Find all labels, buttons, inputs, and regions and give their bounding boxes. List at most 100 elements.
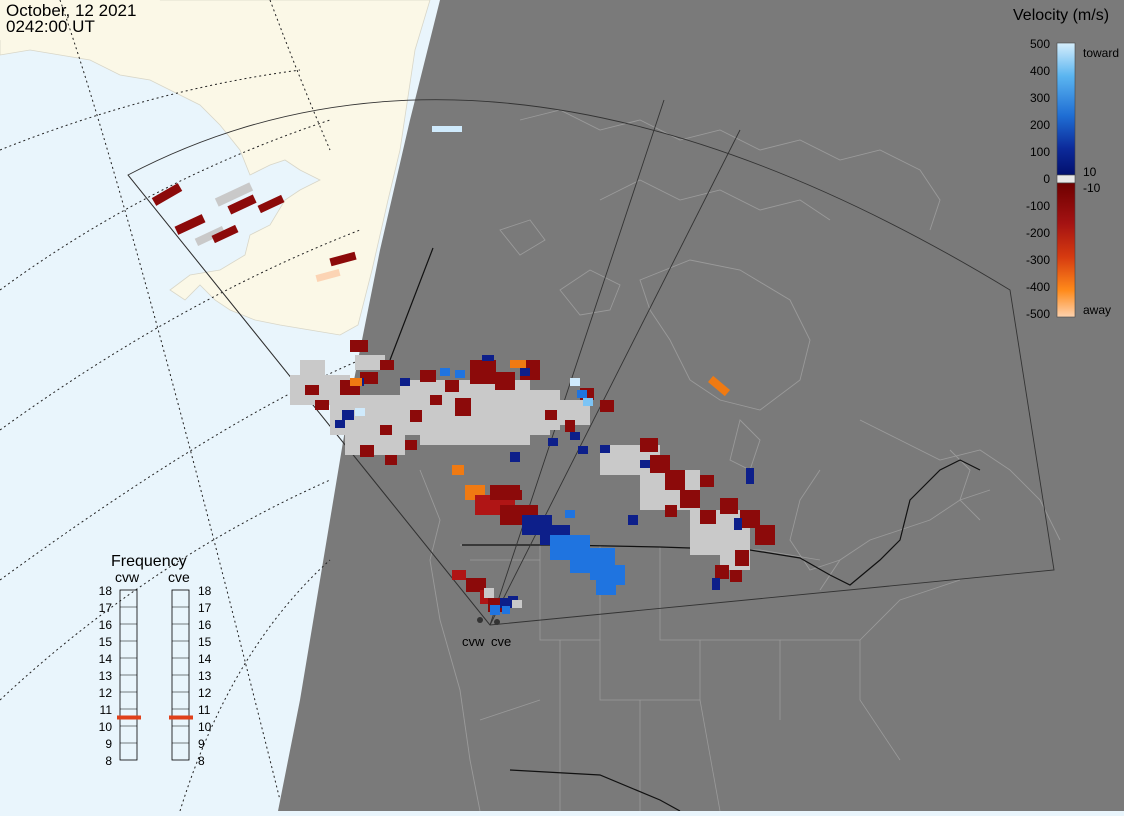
frequency-scale-label: 16 (99, 618, 113, 632)
scatter-cell (445, 380, 459, 392)
colorbar-tick-label: -200 (1026, 226, 1050, 240)
radar-label-cvw: cvw (462, 634, 485, 649)
frequency-scale-label: 13 (198, 669, 212, 683)
colorbar-tick-label: 300 (1030, 91, 1050, 105)
frequency-radar-cve: cve (168, 569, 190, 585)
scatter-cell (700, 510, 716, 524)
scatter-cell (715, 565, 729, 579)
colorbar-tick-label: 400 (1030, 64, 1050, 78)
scatter-cell (329, 251, 357, 267)
colorbar-tick-label: 0 (1043, 172, 1050, 186)
scatter-cell (315, 400, 329, 410)
scatter-cell (335, 420, 345, 428)
colorbar-tick-label: 500 (1030, 37, 1050, 51)
scatter-cell (548, 438, 558, 446)
colorbar-tick-label: -400 (1026, 280, 1050, 294)
scatter-cell (385, 455, 397, 465)
frequency-marker-cvw (117, 715, 141, 720)
scatter-cell (360, 445, 374, 457)
frequency-scale-label: 16 (198, 618, 212, 632)
frequency-scale-label: 9 (105, 737, 112, 751)
scatter-cell (510, 360, 526, 368)
frequency-scale-label: 14 (99, 652, 113, 666)
coastlines (419, 109, 1061, 812)
scatter-cell (214, 182, 254, 207)
scatter-cell (345, 430, 405, 455)
scatter-cell (380, 425, 392, 435)
scatter-cell (665, 470, 685, 490)
frequency-scale-label: 10 (198, 720, 212, 734)
frequency-scale-label: 10 (99, 720, 113, 734)
scatter-cell (452, 570, 466, 580)
scatter-cell (495, 372, 515, 390)
frequency-scale-label: 9 (198, 737, 205, 751)
frequency-scale-label: 17 (198, 601, 212, 615)
scatter-cell (502, 606, 510, 614)
scatter-cell (720, 498, 738, 514)
scatter-cell (432, 126, 462, 132)
scatter-cell (410, 410, 422, 422)
scatter-cell (583, 398, 593, 406)
scatter-cell (596, 575, 616, 595)
scatter-cell (520, 368, 530, 376)
time-label: 0242:00 UT (6, 17, 95, 36)
scatter-cell (420, 370, 436, 382)
scatter-cell (640, 460, 650, 468)
scatter-cell (466, 578, 486, 592)
scatter-cell (482, 355, 494, 361)
frequency-scale-label: 8 (105, 754, 112, 768)
scatter-cell (350, 340, 368, 352)
scatter-cell (500, 598, 512, 608)
scatter-cell (565, 420, 575, 432)
scatter-cell (355, 355, 385, 370)
frequency-scale-label: 18 (198, 584, 212, 598)
scatter-cell (355, 408, 365, 416)
frequency-scale-label: 14 (198, 652, 212, 666)
scatter-cell (735, 550, 749, 566)
colorbar-tick-label: -500 (1026, 307, 1050, 321)
frequency-scale-label: 17 (99, 601, 113, 615)
scatter-cell (194, 226, 226, 246)
scatter-cell (380, 360, 394, 370)
frequency-panel: Frequency cvw cve 18 18 17 17 16 16 15 15 14 14 13… (99, 553, 212, 768)
colorbar-label-plus10: 10 (1083, 165, 1097, 179)
scatter-cell (350, 378, 362, 386)
scatter-cell (570, 432, 580, 440)
radar-site-cve (494, 619, 500, 625)
scatter-cell (342, 410, 354, 420)
scatter-cells (151, 126, 775, 615)
scatter-cell (545, 410, 557, 420)
scatter-cell (700, 475, 714, 487)
land-alaska (0, 0, 431, 336)
scatter-cell (578, 446, 588, 454)
colorbar-tick-label: -300 (1026, 253, 1050, 267)
frequency-marker-cve (169, 715, 193, 720)
scatter-cell (211, 224, 239, 244)
scatter-cell (512, 490, 522, 500)
radar-label-cve: cve (491, 634, 511, 649)
scatter-cell (305, 385, 319, 395)
scatter-cell (151, 183, 183, 206)
scatter-cell (455, 370, 465, 378)
scatter-cell (755, 525, 775, 545)
scatter-cell (484, 588, 494, 598)
scatter-cell (740, 510, 760, 528)
scatter-cell (650, 455, 670, 473)
scatter-cell (174, 214, 206, 235)
scatter-cell (227, 194, 257, 215)
scatter-cell (730, 570, 742, 582)
scatter-cell (405, 440, 417, 450)
frequency-scale-label: 18 (99, 584, 113, 598)
scatter-cell (452, 465, 464, 475)
colorbar-tick-label: 200 (1030, 118, 1050, 132)
colorbar-label-away: away (1083, 303, 1111, 317)
scatter-cell (490, 605, 500, 615)
frequency-scale-label: 8 (198, 754, 205, 768)
scatter-cell (712, 578, 720, 590)
velocity-colorbar: Velocity (m/s) 500 400 300 200 100 0 -100 -200 -… (1013, 7, 1119, 321)
scatter-cell (600, 445, 610, 453)
frequency-scale-label: 11 (100, 703, 113, 717)
national-borders (389, 247, 981, 812)
date-label: October, 12 2021 (6, 1, 137, 20)
